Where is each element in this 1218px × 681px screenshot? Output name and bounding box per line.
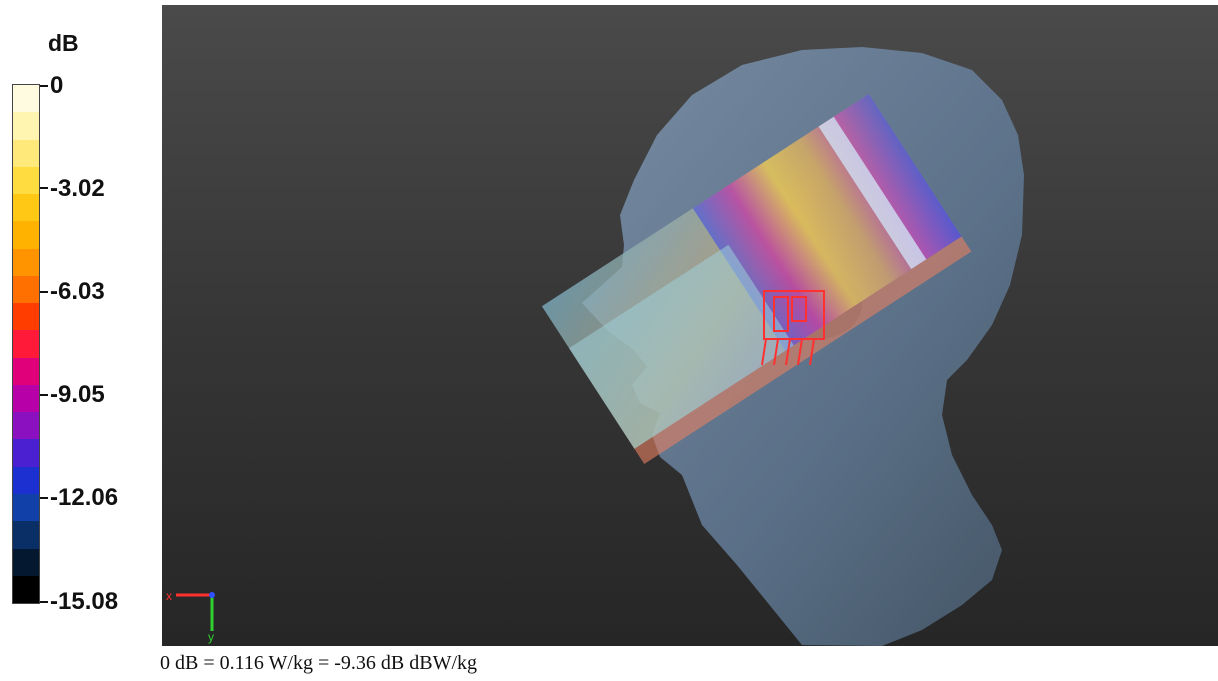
- legend-tick-mark: [40, 85, 48, 87]
- legend-tick-label: -15.08: [50, 588, 119, 615]
- legend-color-band: [13, 275, 39, 304]
- legend-color-band: [13, 575, 39, 604]
- axis-y-label: y: [208, 630, 214, 644]
- sar-normalization-caption: 0 dB = 0.116 W/kg = -9.36 dB dBW/kg: [160, 652, 478, 674]
- legend-color-band: [13, 194, 39, 222]
- legend-color-band: [13, 548, 39, 576]
- legend-color-band: [13, 439, 39, 467]
- colorbar-gradient: [12, 84, 40, 604]
- legend-color-band: [13, 330, 39, 358]
- legend-color-band: [13, 466, 39, 494]
- legend-color-band: [13, 493, 39, 522]
- legend-tick-label: 0: [50, 72, 64, 99]
- legend-tick-mark: [40, 291, 48, 293]
- legend-color-band: [13, 166, 39, 195]
- legend-tick-label: -6.03: [50, 278, 105, 305]
- legend-tick-mark: [40, 394, 48, 396]
- axis-x-label: x: [166, 589, 172, 603]
- legend-color-band: [13, 112, 39, 140]
- antenna-trace: [761, 290, 825, 366]
- legend-tick-label: -3.02: [50, 175, 105, 202]
- 3d-viewport[interactable]: x y: [162, 5, 1218, 646]
- legend-color-band: [13, 303, 39, 331]
- legend-tick-mark: [40, 187, 48, 189]
- legend-color-band: [13, 384, 39, 413]
- legend-color-band: [13, 521, 39, 549]
- legend-color-band: [13, 412, 39, 440]
- legend-tick-label: -12.06: [50, 484, 119, 511]
- legend-color-band: [13, 221, 39, 249]
- legend-color-band: [13, 248, 39, 276]
- legend-color-band: [13, 85, 39, 113]
- legend-color-band: [13, 139, 39, 167]
- axes-indicator: [176, 592, 215, 631]
- legend-color-band: [13, 357, 39, 385]
- phantom-scene: x y: [166, 47, 1024, 646]
- legend-tick-label: -9.05: [50, 381, 105, 408]
- legend-tick-mark: [40, 601, 48, 603]
- legend-unit-label: dB: [48, 30, 79, 56]
- legend-tick-mark: [40, 497, 48, 499]
- sar-overlay: [541, 93, 972, 464]
